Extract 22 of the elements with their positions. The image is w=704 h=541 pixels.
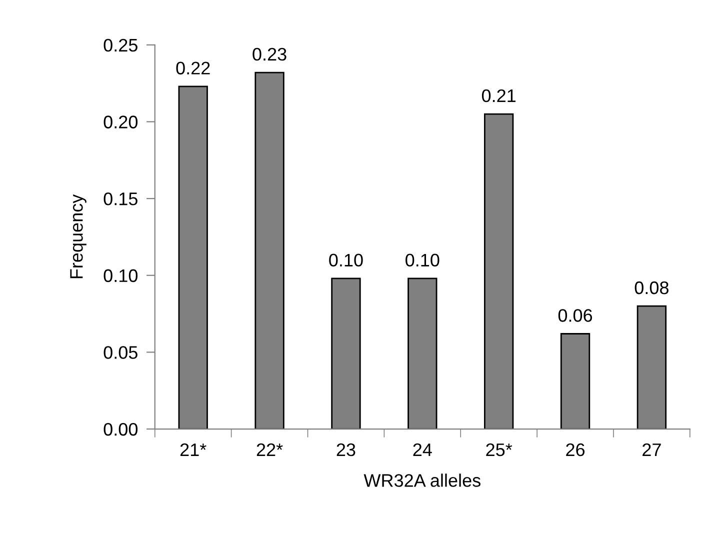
data-label: 0.22 [176,62,210,74]
data-label: 0.23 [252,48,286,61]
y-tick-label: 0.20 [104,116,138,128]
data-label: 0.08 [634,281,668,294]
y-tick-label: 0.25 [104,38,138,52]
x-axis-title: WR32A alleles [364,474,480,487]
y-tick-label: 0.05 [104,346,138,359]
x-tick-label: 25* [486,443,512,456]
data-label: 0.10 [406,254,440,267]
y-tick-label: 0.10 [104,269,138,282]
y-tick-label: 0.00 [104,422,138,436]
data-label: 0.10 [329,254,363,267]
x-tick-label: 21* [180,443,206,456]
y-tick-label: 0.15 [104,192,138,206]
x-tick-label: 24 [413,443,432,456]
data-label: 0.21 [482,89,516,102]
x-tick-label: 27 [642,443,661,456]
x-tick-label: 23 [336,443,356,456]
data-label: 0.06 [558,309,592,322]
x-tick-label: 22* [256,443,283,456]
x-tick-label: 26 [566,443,585,456]
y-axis-title: Frequency [70,194,86,278]
